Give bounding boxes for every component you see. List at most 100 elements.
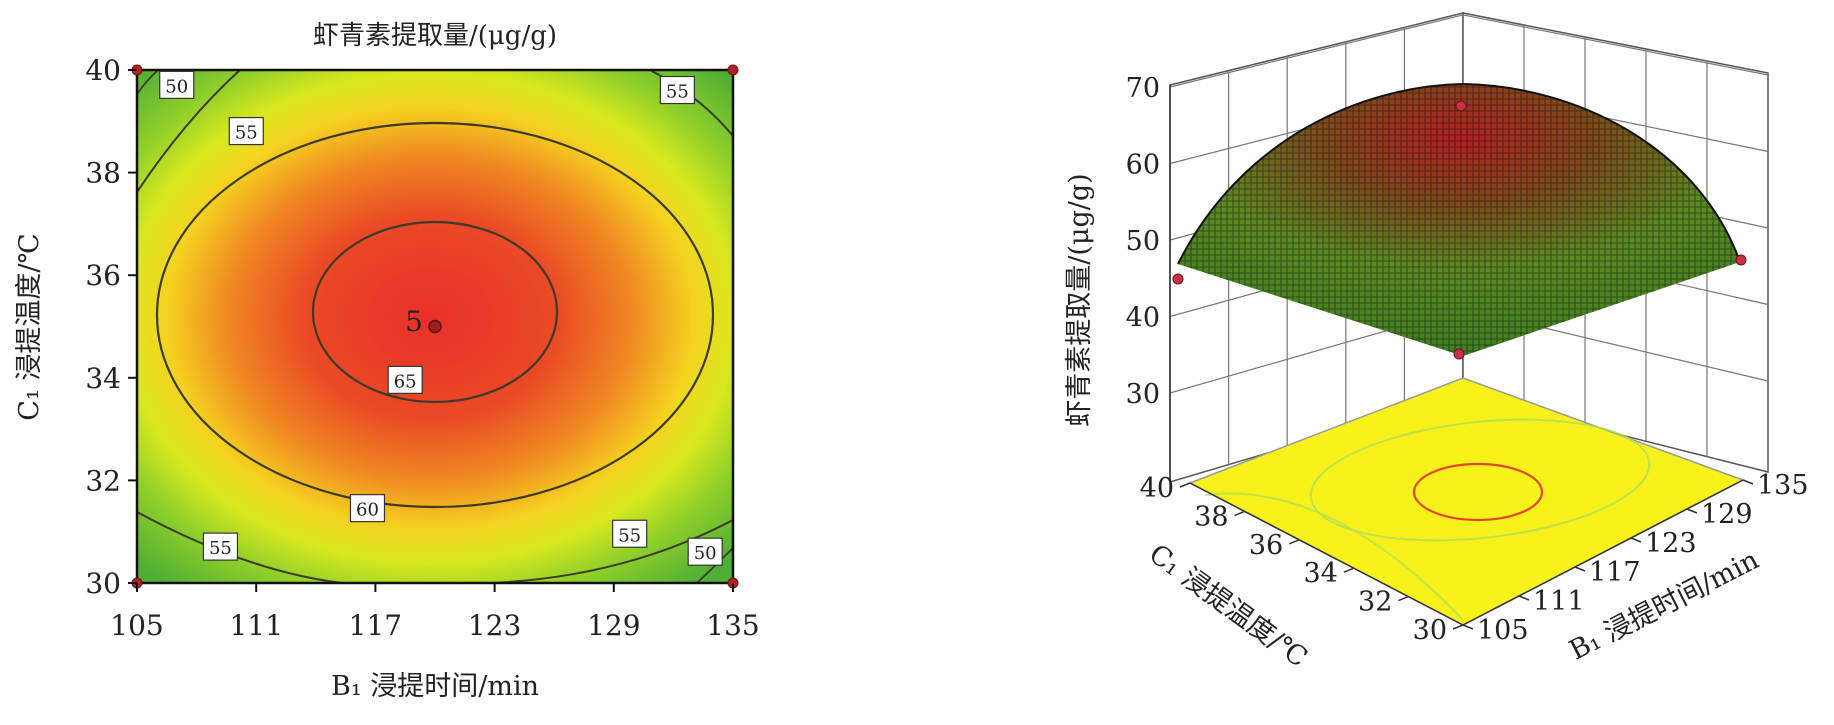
y-tick-label: 36 bbox=[85, 259, 121, 292]
contour-label-text: 55 bbox=[209, 538, 232, 559]
c-tick-mark bbox=[1179, 482, 1191, 488]
z-axis-label: 虾青素提取量/(μg/g) bbox=[1064, 173, 1095, 426]
y-tick-label: 38 bbox=[85, 157, 121, 190]
contour-label-box bbox=[387, 365, 423, 394]
z-tick-label: 70 bbox=[1126, 73, 1160, 104]
b-tick-mark bbox=[1630, 537, 1642, 543]
surface-chart: 30 40 50 60 70 40 38 36 34 32 30 1051111171231291… bbox=[1064, 12, 1809, 674]
b-tick-mark bbox=[1518, 595, 1530, 601]
b-tick-mark bbox=[1574, 566, 1586, 572]
contour-line-65 bbox=[311, 220, 559, 404]
b-tick-label: 123 bbox=[1645, 528, 1697, 559]
surface-design-points bbox=[1172, 100, 1747, 360]
left-y-axis: 30 32 34 36 38 40 bbox=[85, 54, 137, 600]
c-tick-mark bbox=[1288, 539, 1300, 545]
c-tick-mark bbox=[1234, 510, 1245, 517]
contour-label: 55 bbox=[228, 116, 264, 146]
contour-label-box bbox=[612, 519, 648, 548]
z-tick-label: 40 bbox=[1126, 303, 1160, 334]
contour-line-55-bottom bbox=[137, 511, 733, 583]
contour-line-55-top-left bbox=[137, 70, 241, 193]
contour-label-box bbox=[659, 75, 695, 105]
x-tick-label: 117 bbox=[349, 609, 402, 642]
contour-label-box bbox=[349, 494, 386, 523]
contour-label: 55 bbox=[659, 75, 695, 105]
y-tick-label: 30 bbox=[85, 567, 121, 600]
contour-label-box bbox=[687, 537, 723, 566]
contour-label: 55 bbox=[202, 532, 239, 561]
left-y-axis-label: C₁ 浸提温度/℃ bbox=[14, 233, 45, 420]
front-right-edge bbox=[1462, 479, 1744, 626]
contour-line-55-top-right bbox=[649, 70, 733, 137]
c-tick-mark bbox=[1343, 567, 1355, 573]
b-tick-label: 111 bbox=[1533, 586, 1585, 617]
b-tick-label: 105 bbox=[1477, 615, 1529, 646]
y-tick-label: 32 bbox=[85, 464, 121, 497]
contour-frame bbox=[135, 68, 735, 585]
contour-label-text: 50 bbox=[694, 543, 717, 564]
x-tick-label: 105 bbox=[110, 609, 163, 642]
design-point bbox=[1735, 254, 1747, 266]
z-tick-label: 60 bbox=[1126, 150, 1160, 181]
contour-label-box bbox=[202, 532, 239, 561]
contour-label-text: 55 bbox=[666, 82, 689, 103]
front-left-edge bbox=[1189, 482, 1464, 626]
z-axis: 30 40 50 60 70 bbox=[1126, 73, 1160, 410]
response-surface-mesh bbox=[1178, 84, 1740, 356]
y-tick-label: 40 bbox=[85, 54, 121, 87]
contour-labels: 50 55 55 65 60 55 55 50 bbox=[159, 70, 723, 566]
floor-contour-edge bbox=[1204, 492, 1464, 621]
wall-gridline bbox=[1169, 14, 1464, 88]
contour-label-box bbox=[159, 70, 195, 99]
surface-edge bbox=[1177, 82, 1741, 265]
b-tick-mark bbox=[1686, 508, 1698, 514]
contour-label: 60 bbox=[349, 494, 386, 523]
design-point bbox=[727, 64, 739, 76]
design-point bbox=[1455, 100, 1467, 112]
b-tick-mark bbox=[1742, 479, 1754, 485]
y-tick-label: 34 bbox=[85, 362, 121, 395]
contour-label: 65 bbox=[387, 365, 423, 394]
x-tick-label: 111 bbox=[229, 609, 282, 642]
contour-label-text: 55 bbox=[618, 525, 641, 546]
contour-label-text: 65 bbox=[394, 371, 417, 392]
left-x-axis: 105 111 117 123 129 135 bbox=[110, 583, 760, 642]
b-tick-label: 135 bbox=[1757, 470, 1809, 501]
c-tick-label: 36 bbox=[1249, 530, 1283, 561]
b-tick-label: 129 bbox=[1701, 499, 1753, 530]
c-tick-label: 30 bbox=[1413, 615, 1447, 646]
design-point bbox=[1453, 348, 1465, 360]
contour-label: 50 bbox=[159, 70, 195, 99]
b-tick-label: 117 bbox=[1589, 557, 1641, 588]
contour-label-text: 50 bbox=[165, 76, 188, 97]
z-tick-label: 30 bbox=[1126, 379, 1160, 410]
c-tick-mark bbox=[1398, 595, 1409, 602]
floor-contour-inner bbox=[1412, 462, 1544, 522]
b-tick-mark bbox=[1462, 624, 1474, 630]
x-tick-label: 135 bbox=[706, 609, 759, 642]
contour-label-text: 60 bbox=[356, 500, 379, 521]
floor-contour-outer bbox=[1309, 418, 1651, 542]
contour-label: 50 bbox=[687, 537, 723, 566]
contour-label: 55 bbox=[612, 519, 648, 548]
x-tick-label: 129 bbox=[587, 609, 640, 642]
c-tick-label: 40 bbox=[1140, 473, 1174, 504]
c-tick-label: 32 bbox=[1358, 587, 1392, 618]
c-tick-mark bbox=[1452, 624, 1464, 630]
c-axis-label: C₁ 浸提温度/℃ bbox=[1143, 539, 1313, 674]
contour-label-text: 55 bbox=[235, 123, 258, 144]
design-point bbox=[1172, 273, 1184, 285]
c-tick-label: 38 bbox=[1194, 501, 1228, 532]
left-x-axis-label: B₁ 浸提时间/min bbox=[331, 671, 539, 702]
c-axis: 40 38 36 34 32 30 bbox=[1140, 473, 1464, 646]
c-tick-label: 34 bbox=[1303, 558, 1337, 589]
wall-gridline bbox=[1462, 14, 1769, 76]
contour-line-50-top-left bbox=[137, 70, 159, 95]
z-tick-label: 50 bbox=[1126, 226, 1160, 257]
contour-line-60 bbox=[155, 121, 715, 509]
center-point bbox=[428, 319, 442, 334]
x-tick-label: 123 bbox=[468, 609, 521, 642]
